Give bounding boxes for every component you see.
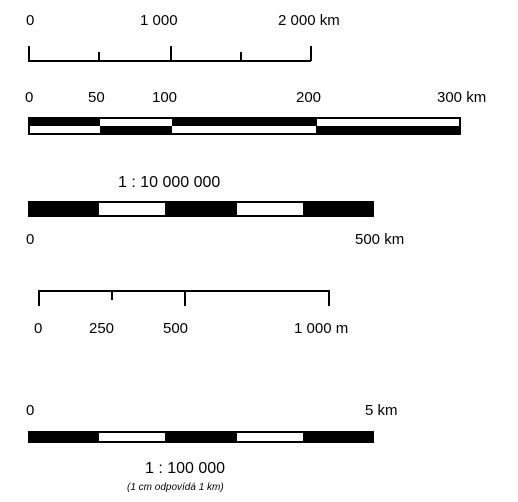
segment-white: [235, 431, 305, 443]
scale-label-50: 50: [88, 90, 105, 105]
segment-black: [100, 126, 172, 135]
scale-label-2000-km: 2 000 km: [278, 13, 340, 28]
tick-minor: [98, 52, 100, 61]
tick-major: [184, 290, 186, 306]
scale-label-500: 500: [163, 321, 188, 336]
scale-label-1000-m: 1 000 m: [294, 321, 348, 336]
segment-black: [166, 431, 236, 443]
scale-label-1000: 1 000: [140, 13, 178, 28]
segment-black: [304, 431, 374, 443]
scale-note: (1 cm odpovídá 1 km): [127, 483, 224, 493]
segment-white: [97, 431, 167, 443]
segment-white: [235, 201, 305, 217]
scale-label-0: 0: [26, 403, 34, 418]
scale-label-0: 0: [26, 232, 34, 247]
tick-major: [328, 290, 330, 306]
segment-black: [316, 126, 461, 135]
scale-ratio: 1 : 100 000: [145, 461, 225, 477]
tick-major: [38, 290, 40, 306]
segment-black: [304, 201, 374, 217]
tick-minor: [111, 290, 113, 300]
tick-major: [310, 46, 312, 61]
segment-black: [28, 431, 98, 443]
scale-label-0: 0: [34, 321, 42, 336]
scale-label-0: 0: [25, 90, 33, 105]
scale-label-0: 0: [26, 13, 34, 28]
scale-label-5-km: 5 km: [365, 403, 398, 418]
segment-black: [28, 117, 100, 126]
tick-major: [28, 46, 30, 61]
tick-major: [170, 46, 172, 61]
scale-label-250: 250: [89, 321, 114, 336]
segment-white: [97, 201, 167, 217]
scale-label-200: 200: [296, 90, 321, 105]
scale-label-500-km: 500 km: [355, 232, 404, 247]
segment-black: [166, 201, 236, 217]
scale-ratio: 1 : 10 000 000: [118, 175, 220, 191]
scale-label-100: 100: [152, 90, 177, 105]
segment-black: [28, 201, 98, 217]
tick-minor: [240, 52, 242, 61]
segment-black: [172, 117, 317, 126]
scale-label-300-km: 300 km: [437, 90, 486, 105]
